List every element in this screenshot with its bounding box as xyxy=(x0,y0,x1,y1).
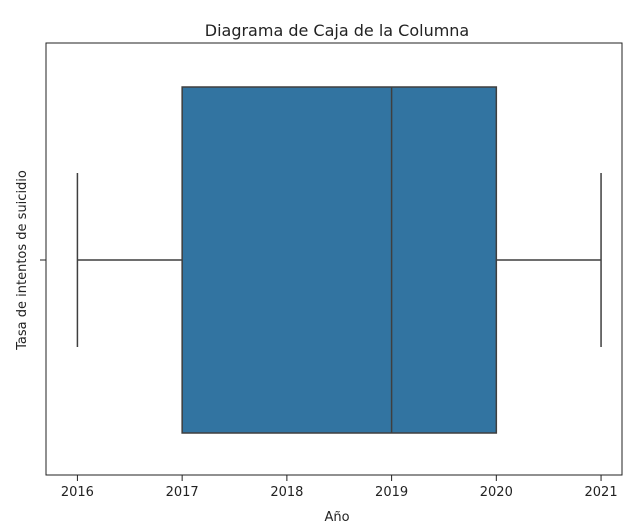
x-tick-label-2017: 2017 xyxy=(166,485,199,500)
x-tick-label-2018: 2018 xyxy=(270,485,303,500)
x-tick-label-2020: 2020 xyxy=(480,485,513,500)
x-tick-label-2021: 2021 xyxy=(585,485,618,500)
x-axis-label: Año xyxy=(324,510,349,525)
y-axis-label: Tasa de intentos de suicidio xyxy=(15,170,30,351)
interquartile-box xyxy=(181,86,498,434)
box-plot xyxy=(76,86,602,434)
plot-area-frame xyxy=(45,42,623,476)
x-axis-ticks: 2016 2017 2018 2019 2020 2021 xyxy=(61,475,618,500)
x-tick-label-2016: 2016 xyxy=(61,485,94,500)
x-tick-label-2019: 2019 xyxy=(375,485,408,500)
chart-title: Diagrama de Caja de la Columna xyxy=(205,21,469,40)
